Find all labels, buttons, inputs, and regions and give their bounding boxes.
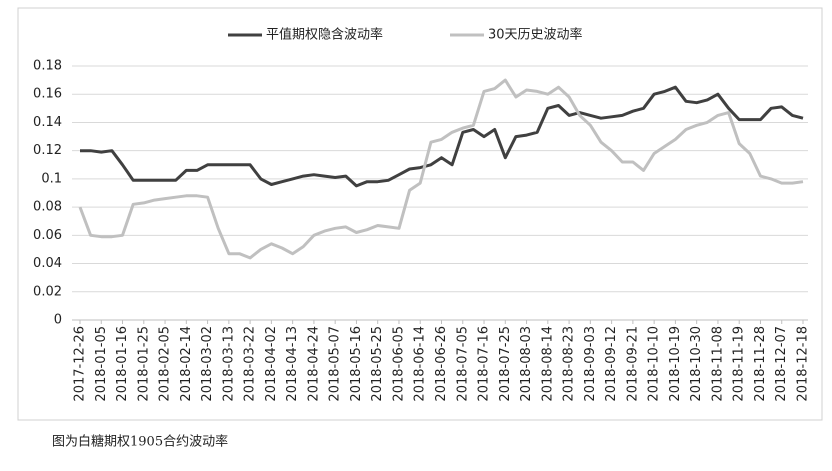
x-tick-label: 2018-12-07 (774, 326, 789, 402)
x-tick-label: 2018-08-03 (519, 326, 534, 402)
y-tick-label: 0.12 (33, 143, 62, 158)
y-tick-label: 0.18 (33, 59, 62, 74)
x-tick-label: 2018-03-13 (221, 326, 236, 402)
x-tick-label: 2018-02-05 (158, 326, 173, 402)
x-tick-label: 2018-05-25 (370, 326, 385, 402)
x-tick-label: 2018-08-23 (562, 326, 577, 402)
x-tick-label: 2018-10-30 (689, 326, 704, 402)
x-tick-label: 2018-08-14 (540, 326, 555, 402)
legend-label: 30天历史波动率 (488, 27, 583, 43)
x-tick-label: 2018-12-18 (796, 326, 811, 402)
x-tick-label: 2018-06-05 (391, 326, 406, 402)
x-tick-label: 2018-06-26 (434, 326, 449, 402)
x-tick-label: 2017-12-26 (73, 326, 88, 402)
x-tick-label: 2018-10-19 (668, 326, 683, 402)
x-tick-label: 2018-04-13 (285, 326, 300, 402)
x-tick-label: 2018-02-14 (179, 326, 194, 402)
x-tick-label: 2018-04-02 (264, 326, 279, 402)
x-tick-label: 2018-11-08 (710, 326, 725, 402)
x-tick-label: 2018-01-05 (94, 326, 109, 402)
chart-frame (17, 7, 823, 421)
x-tick-label: 2018-01-16 (115, 326, 130, 402)
x-tick-label: 2018-07-05 (455, 326, 470, 402)
x-tick-label: 2018-03-22 (243, 326, 258, 402)
x-tick-label: 2018-10-10 (647, 326, 662, 402)
x-tick-label: 2018-06-14 (413, 326, 428, 402)
y-tick-label: 0.08 (33, 200, 62, 215)
y-tick-label: 0 (54, 313, 62, 328)
y-tick-label: 0.1 (41, 171, 62, 186)
y-tick-label: 0.06 (33, 228, 62, 243)
y-tick-label: 0.14 (33, 115, 62, 130)
series-line (80, 85, 804, 188)
y-tick-label: 0.16 (33, 87, 62, 102)
y-tick-label: 0.02 (33, 284, 62, 299)
x-tick-label: 2018-11-28 (753, 326, 768, 402)
x-tick-label: 2018-01-25 (136, 326, 151, 402)
x-tick-label: 2018-11-19 (732, 326, 747, 402)
x-tick-label: 2018-04-24 (306, 326, 321, 402)
legend-label: 平值期权隐含波动率 (266, 27, 383, 43)
x-tick-label: 2018-09-21 (625, 326, 640, 402)
x-tick-label: 2018-05-16 (349, 326, 364, 402)
x-tick-label: 2018-05-07 (328, 326, 343, 402)
y-tick-label: 0.04 (33, 256, 62, 271)
x-tick-label: 2018-09-03 (583, 326, 598, 402)
caption: 图为白糖期权1905合约波动率 (52, 434, 228, 450)
x-tick-label: 2018-03-02 (200, 326, 215, 402)
series-line (78, 78, 804, 260)
x-tick-label: 2018-09-12 (604, 326, 619, 402)
x-tick-label: 2018-07-25 (498, 326, 513, 402)
x-tick-label: 2018-07-16 (477, 326, 492, 402)
